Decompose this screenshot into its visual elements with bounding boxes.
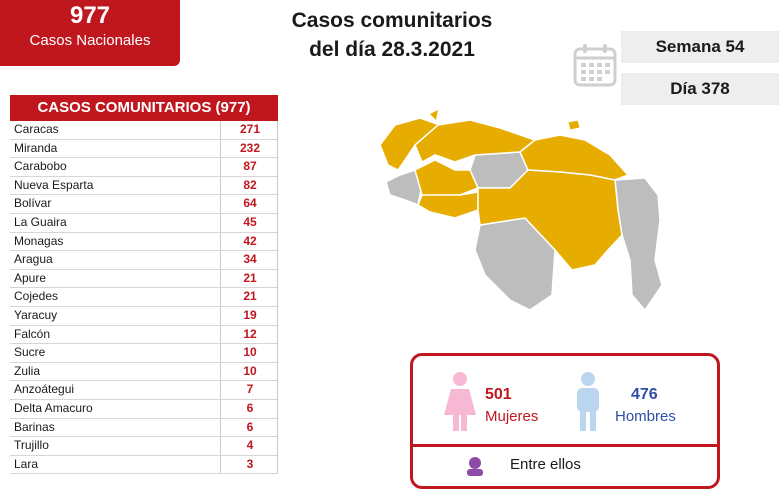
women-label: Mujeres bbox=[485, 408, 539, 425]
title-line-1: Casos comunitarios bbox=[291, 9, 493, 32]
table-row: Monagas 42 bbox=[10, 232, 279, 252]
state-count: 3 bbox=[220, 455, 279, 474]
table-row: Nueva Esparta 82 bbox=[10, 176, 279, 196]
state-name: Apure bbox=[14, 270, 47, 285]
man-icon bbox=[573, 371, 603, 438]
table-row: Carabobo 87 bbox=[10, 158, 277, 177]
map-region-nueva-esparta bbox=[567, 119, 581, 131]
day-badge: Día 378 bbox=[621, 73, 779, 105]
state-name: Caracas bbox=[14, 122, 59, 136]
state-count: 87 bbox=[220, 158, 279, 176]
map-region-la-guaira bbox=[430, 110, 438, 120]
state-name: Lara bbox=[14, 456, 39, 471]
state-name: La Guaira bbox=[14, 214, 67, 229]
title-line-2: del día 28.3.2021 bbox=[309, 38, 475, 61]
national-cases-count: 977 bbox=[69, 2, 111, 29]
table-row: Apure 21 bbox=[10, 269, 279, 289]
state-count: 271 bbox=[220, 121, 279, 139]
table-row: Caracas 271 bbox=[10, 121, 277, 140]
table-row: Miranda 232 bbox=[10, 139, 279, 159]
table-row: Falcón 12 bbox=[10, 325, 279, 345]
venezuela-map bbox=[360, 100, 680, 330]
page-title: Casos comunitarios del día 28.3.2021 bbox=[262, 6, 522, 64]
state-name: Anzoátegui bbox=[14, 382, 75, 397]
women-count: 501 bbox=[485, 386, 512, 403]
state-count: 12 bbox=[220, 325, 279, 344]
map-region-central bbox=[414, 119, 537, 164]
among-them-label: Entre ellos bbox=[510, 456, 581, 473]
state-name: Delta Amacuro bbox=[14, 400, 93, 415]
state-name: Monagas bbox=[14, 233, 64, 248]
state-name: Cojedes bbox=[14, 289, 59, 304]
state-count: 64 bbox=[220, 195, 279, 213]
men-count: 476 bbox=[631, 386, 658, 403]
table-row: Zulia 10 bbox=[10, 362, 279, 382]
calendar-icon bbox=[572, 42, 618, 88]
state-name: Falcón bbox=[14, 326, 51, 341]
community-cases-table: CASOS COMUNITARIOS (977) Caracas 271 Mira… bbox=[10, 95, 279, 475]
woman-icon bbox=[443, 371, 477, 438]
state-count: 6 bbox=[220, 399, 279, 418]
state-count: 4 bbox=[220, 437, 279, 455]
state-name: Miranda bbox=[14, 140, 58, 155]
national-cases-label: Casos Nacionales bbox=[29, 32, 151, 49]
table-row: La Guaira 45 bbox=[10, 213, 279, 233]
state-name: Yaracuy bbox=[14, 307, 58, 322]
table-row: Lara 3 bbox=[10, 455, 279, 475]
week-badge: Semana 54 bbox=[621, 31, 779, 63]
state-count: 21 bbox=[220, 269, 279, 288]
state-count: 34 bbox=[220, 251, 279, 269]
card-divider bbox=[413, 444, 717, 447]
table-row: Cojedes 21 bbox=[10, 288, 277, 307]
table-row: Delta Amacuro 6 bbox=[10, 399, 279, 419]
state-name: Nueva Esparta bbox=[14, 177, 94, 192]
state-count: 6 bbox=[220, 418, 279, 437]
map-region-bolivar bbox=[477, 169, 623, 271]
table-header: CASOS COMUNITARIOS (977) bbox=[10, 95, 278, 121]
national-cases-banner: 977 Casos Nacionales bbox=[0, 0, 180, 66]
gender-breakdown-card: 501 Mujeres 476 Hombres Entre ellos bbox=[410, 353, 720, 489]
state-name: Aragua bbox=[14, 252, 53, 267]
state-count: 10 bbox=[220, 344, 279, 362]
state-name: Trujillo bbox=[14, 438, 49, 453]
table-row: Trujillo 4 bbox=[10, 437, 277, 456]
state-name: Sucre bbox=[14, 345, 46, 360]
state-count: 42 bbox=[220, 232, 279, 251]
map-region-apure bbox=[417, 191, 479, 219]
table-row: Anzoátegui 7 bbox=[10, 381, 277, 400]
state-name: Bolívar bbox=[14, 196, 52, 211]
state-name: Carabobo bbox=[14, 159, 67, 174]
table-row: Barinas 6 bbox=[10, 418, 279, 438]
state-count: 82 bbox=[220, 176, 279, 195]
state-name: Zulia bbox=[14, 363, 41, 378]
table-row: Sucre 10 bbox=[10, 344, 277, 363]
men-label: Hombres bbox=[615, 408, 676, 425]
table-row: Bolívar 64 bbox=[10, 195, 277, 214]
table-row: Yaracuy 19 bbox=[10, 306, 279, 326]
table-body: Caracas 271 Miranda 232 Carabobo 87 Nueva E… bbox=[10, 121, 279, 475]
table-row: Aragua 34 bbox=[10, 251, 277, 270]
state-count: 10 bbox=[220, 362, 279, 381]
state-count: 19 bbox=[220, 306, 279, 325]
person-icon bbox=[465, 456, 485, 481]
state-count: 232 bbox=[220, 139, 279, 158]
state-count: 45 bbox=[220, 213, 279, 232]
state-count: 7 bbox=[220, 381, 279, 399]
state-name: Barinas bbox=[14, 419, 55, 434]
map-region-delta bbox=[614, 177, 663, 312]
state-count: 21 bbox=[220, 288, 279, 306]
